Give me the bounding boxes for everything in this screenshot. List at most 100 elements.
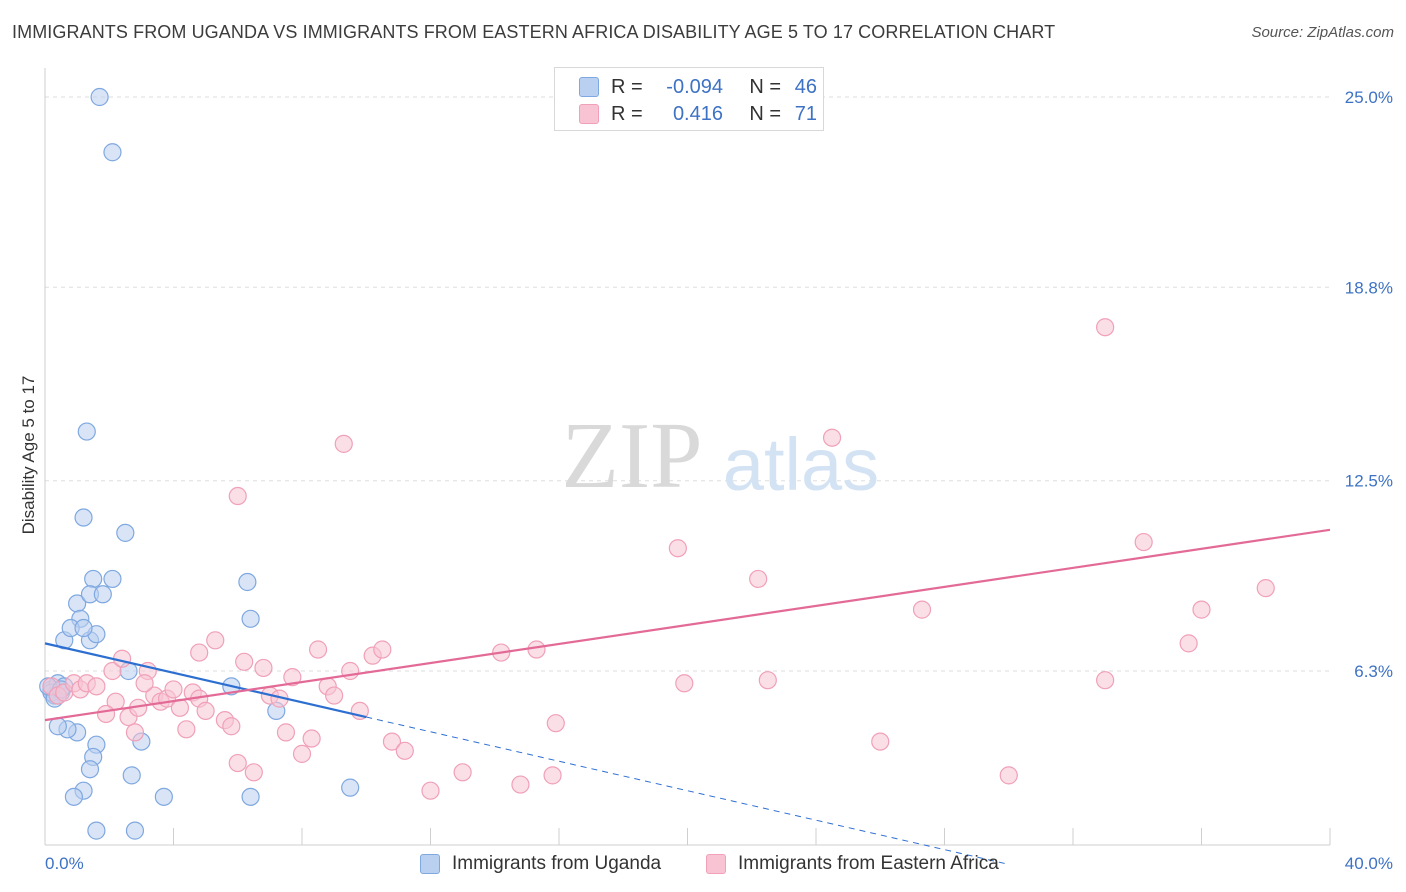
uganda-point (64, 787, 84, 806)
eastern-africa-point (96, 704, 116, 724)
legend-r-value: 0.416 (672, 102, 723, 125)
uganda-point (80, 760, 100, 779)
legend-swatch-blue (579, 77, 599, 97)
bottom-legend-label: Immigrants from Eastern Africa (738, 853, 999, 874)
eastern-africa-point (292, 744, 312, 763)
eastern-africa-point (135, 674, 154, 693)
uganda-point (48, 717, 67, 736)
eastern-africa-point (325, 686, 344, 705)
eastern-africa-point (912, 600, 932, 619)
axes (44, 68, 1331, 846)
uganda-point (74, 508, 93, 527)
legend-n-label: N = (749, 102, 781, 125)
source-label: Source: ZipAtlas.com (1251, 24, 1394, 41)
eastern-africa-point (543, 766, 562, 785)
bottom-legend-swatch-blue (420, 854, 440, 874)
legend-row-uganda: R = -0.094 N = 46 (579, 75, 817, 99)
legend-r-label: R = (611, 75, 643, 98)
legend-n-value: 46 (794, 75, 817, 98)
uganda-point (241, 609, 260, 628)
eastern-africa-point (1192, 600, 1211, 619)
eastern-africa-point (511, 775, 530, 794)
eastern-africa-point (1134, 532, 1153, 552)
eastern-africa-point (675, 674, 694, 693)
uganda-point (122, 766, 141, 785)
y-tick-label: 25.0% (1345, 88, 1393, 107)
uganda-point (103, 143, 122, 162)
uganda-point (116, 523, 135, 542)
uganda-point (84, 569, 103, 589)
uganda-point (154, 787, 173, 806)
data-points (39, 87, 1275, 840)
x-tick-label: 40.0% (1345, 854, 1393, 873)
grid-lines (45, 96, 1330, 672)
uganda-point (125, 821, 145, 840)
eastern-africa-point (206, 631, 225, 650)
eastern-africa-point (421, 781, 440, 800)
eastern-africa-point (1179, 634, 1198, 653)
y-axis-label: Disability Age 5 to 17 (19, 376, 38, 535)
legend-n-value: 71 (794, 102, 817, 125)
uganda-point (87, 821, 106, 840)
uganda-point (238, 572, 257, 592)
legend-row-eastern-africa: R = 0.416 N = 71 (579, 102, 817, 126)
eastern-africa-point (341, 661, 360, 681)
eastern-africa-point (276, 723, 296, 742)
eastern-africa-point (222, 717, 241, 736)
uganda-point (74, 618, 93, 638)
chart-title: IMMIGRANTS FROM UGANDA VS IMMIGRANTS FRO… (12, 22, 1056, 42)
eastern-africa-point (228, 753, 247, 773)
uganda-point (341, 778, 360, 797)
eastern-africa-point (668, 539, 687, 558)
y-tick-label: 6.3% (1354, 662, 1393, 681)
uganda-point (90, 87, 109, 107)
eastern-africa-point (822, 428, 842, 447)
eastern-africa-point (244, 763, 263, 782)
eastern-africa-point (1096, 671, 1115, 690)
legend-r-value: -0.094 (666, 75, 723, 98)
eastern-africa-point (999, 766, 1018, 785)
eastern-africa-point (758, 671, 777, 690)
bottom-legend-eastern-africa: Immigrants from Eastern Africa (706, 852, 999, 876)
eastern-africa-point (1096, 318, 1115, 337)
eastern-africa-point (749, 569, 768, 589)
eastern-africa-point (283, 668, 302, 687)
legend-n-label: N = (749, 75, 781, 98)
bottom-legend-swatch-pink (706, 854, 726, 874)
eastern-africa-point (546, 714, 565, 733)
eastern-africa-point (235, 652, 254, 671)
bottom-legend-label: Immigrants from Uganda (452, 853, 662, 874)
y-tick-label: 18.8% (1345, 278, 1393, 297)
eastern-africa-point (228, 486, 247, 506)
bottom-legend-uganda: Immigrants from Uganda (420, 852, 661, 876)
eastern-africa-point (308, 640, 328, 659)
uganda-trend-line (44, 642, 367, 719)
eastern-africa-point (334, 434, 353, 453)
trend-lines (44, 528, 1331, 865)
y-tick-label: 12.5% (1345, 472, 1393, 491)
eastern-africa-point (190, 643, 209, 662)
watermark-atlas: atlas (723, 423, 879, 506)
eastern-africa-point (177, 720, 196, 739)
eastern-africa-trend-line (44, 528, 1331, 722)
eastern-africa-point (373, 640, 392, 659)
x-tick-label: 0.0% (45, 854, 84, 873)
eastern-africa-point (527, 640, 546, 659)
eastern-africa-point (871, 732, 890, 751)
eastern-africa-point (196, 701, 215, 721)
eastern-africa-point (254, 658, 273, 678)
watermark-zip: ZIP (562, 404, 703, 508)
eastern-africa-point (164, 680, 183, 699)
uganda-point (77, 422, 96, 441)
eastern-africa-point (382, 732, 402, 751)
uganda-point (103, 569, 122, 589)
eastern-africa-point (87, 677, 106, 696)
eastern-africa-point (302, 729, 321, 748)
eastern-africa-point (125, 723, 145, 742)
legend-r-label: R = (611, 102, 643, 125)
tick-labels: 6.3% 12.5% 18.8% 25.0% 0.0% 40.0% (45, 88, 1393, 873)
eastern-africa-point (453, 763, 472, 782)
uganda-point (241, 787, 260, 806)
eastern-africa-point (395, 741, 414, 760)
